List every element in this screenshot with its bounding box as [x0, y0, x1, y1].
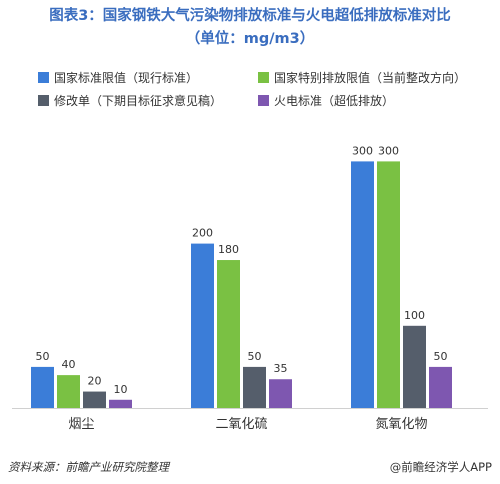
legend-swatch	[38, 95, 49, 106]
category-label-1: 烟尘	[68, 417, 94, 432]
legend-label: 国家特别排放限值（当前整改方向）	[274, 71, 467, 85]
category-label-2: 二氧化硫	[215, 417, 267, 432]
chart-title: 图表3：国家钢铁大气污染物排放标准与火电超低排放标准对比	[49, 8, 451, 24]
data-label-3-1: 300	[352, 144, 373, 157]
bar-2-3	[243, 366, 266, 408]
data-label-2-1: 200	[192, 227, 213, 240]
data-label-1-3: 20	[88, 375, 102, 388]
legend-item-1: 国家标准限值（现行标准）	[38, 70, 198, 86]
brand-label: @前瞻经济学人APP	[389, 460, 492, 474]
legend-swatch	[258, 72, 269, 83]
legend-item-3: 修改单（下期目标征求意见稿）	[38, 93, 222, 109]
data-label-1-4: 10	[114, 383, 128, 396]
data-label-2-2: 180	[218, 243, 239, 256]
bar-1-3	[83, 391, 106, 408]
legend-swatch	[38, 72, 49, 83]
source-note: 资料来源：前瞻产业研究院整理	[8, 460, 169, 474]
data-label-1-1: 50	[36, 350, 50, 363]
category-label-3: 氮氧化物	[375, 417, 427, 432]
bar-1-2	[57, 375, 80, 408]
legend-item-4: 火电标准（超低排放）	[258, 93, 394, 109]
data-label-1-2: 40	[62, 358, 76, 371]
legend-label: 国家标准限值（现行标准）	[54, 71, 199, 85]
data-label-3-3: 100	[404, 309, 425, 322]
data-label-3-2: 300	[378, 144, 399, 157]
data-label-2-3: 50	[248, 350, 262, 363]
legend-swatch	[258, 95, 269, 106]
bar-1-1	[31, 366, 54, 408]
bar-2-2	[217, 260, 240, 408]
legend-item-2: 国家特别排放限值（当前整改方向）	[258, 70, 466, 86]
chart-subtitle-unit: （单位：mg/m3）	[185, 31, 315, 47]
data-label-2-4: 35	[274, 362, 288, 375]
bar-3-1	[351, 161, 374, 408]
bar-2-4	[269, 379, 292, 408]
bar-3-3	[403, 325, 426, 408]
bar-3-2	[377, 161, 400, 408]
bar-1-4	[109, 399, 132, 408]
legend-label: 修改单（下期目标征求意见稿）	[54, 94, 223, 108]
legend-label: 火电标准（超低排放）	[274, 94, 395, 108]
data-label-3-4: 50	[434, 350, 448, 363]
bar-3-4	[429, 366, 452, 408]
bar-2-1	[191, 243, 214, 408]
